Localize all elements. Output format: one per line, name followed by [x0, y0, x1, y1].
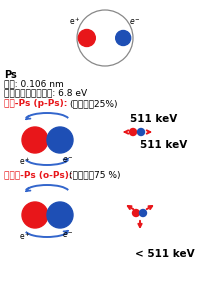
- Circle shape: [47, 202, 73, 228]
- Text: < 511 keV: < 511 keV: [134, 249, 194, 259]
- Circle shape: [22, 127, 48, 153]
- Text: (形成確祗25%): (形成確祗25%): [69, 99, 117, 108]
- Text: オルト-Ps (o-Ps):: オルト-Ps (o-Ps):: [4, 170, 72, 179]
- Text: e$^+$: e$^+$: [19, 230, 31, 242]
- Text: e$^-$: e$^-$: [62, 230, 73, 240]
- Text: e$^+$: e$^+$: [19, 155, 31, 167]
- Text: (形成確祗75 %): (形成確祗75 %): [69, 170, 120, 179]
- Circle shape: [139, 210, 146, 217]
- Text: Ps: Ps: [4, 70, 17, 80]
- Circle shape: [132, 210, 139, 217]
- Circle shape: [129, 129, 136, 135]
- Circle shape: [47, 127, 73, 153]
- Circle shape: [137, 129, 144, 135]
- Text: 半径: 0.106 nm: 半径: 0.106 nm: [4, 79, 63, 88]
- Circle shape: [22, 202, 48, 228]
- Text: イオン化エネルギー: 6.8 eV: イオン化エネルギー: 6.8 eV: [4, 88, 87, 97]
- Text: パラ-Ps (p-Ps):: パラ-Ps (p-Ps):: [4, 99, 67, 108]
- Text: 511 keV: 511 keV: [129, 114, 176, 124]
- Text: 511 keV: 511 keV: [139, 140, 186, 150]
- Text: e$^+$: e$^+$: [69, 15, 80, 27]
- Circle shape: [78, 30, 95, 47]
- Circle shape: [115, 30, 130, 45]
- Text: e$^-$: e$^-$: [62, 155, 73, 165]
- Text: e$^-$: e$^-$: [129, 17, 140, 27]
